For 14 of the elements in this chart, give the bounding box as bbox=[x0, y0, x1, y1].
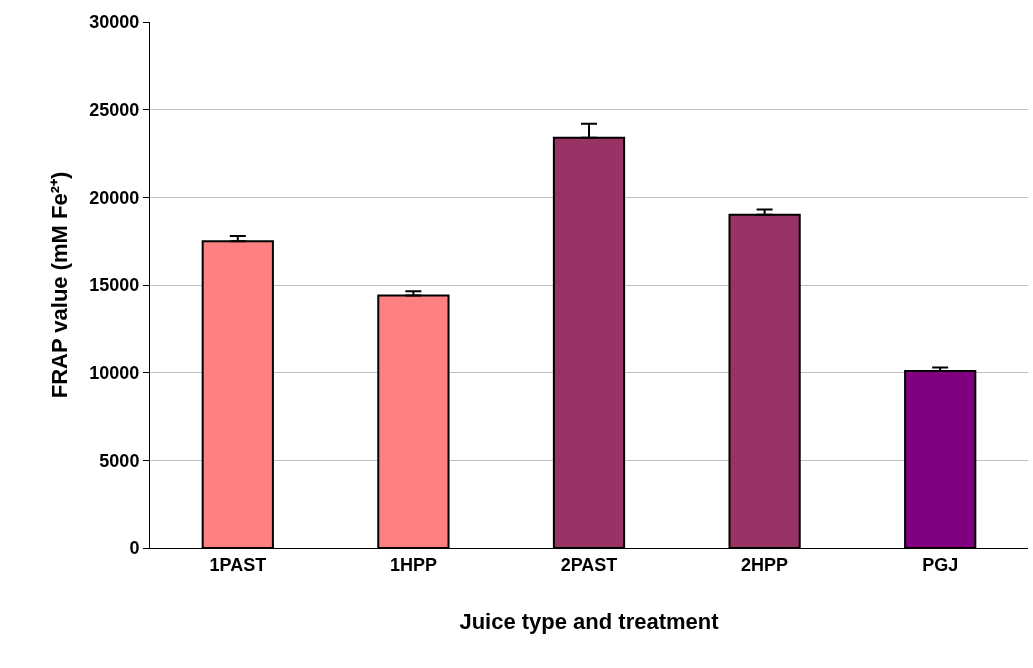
y-tick-label: 30000 bbox=[89, 12, 140, 33]
x-tick-label: 2HPP bbox=[741, 554, 789, 575]
y-tick-label: 15000 bbox=[89, 275, 140, 296]
x-tick-label: 1HPP bbox=[389, 554, 437, 575]
x-axis-title: Juice type and treatment bbox=[459, 609, 720, 635]
x-tick-label: 1PAST bbox=[209, 554, 267, 575]
y-tick-label: 20000 bbox=[89, 187, 140, 208]
x-tick-label: PGJ bbox=[922, 554, 959, 575]
x-tick-label: 2PAST bbox=[560, 554, 618, 575]
y-axis-title: FRAP value (mM Fe²⁺) bbox=[47, 171, 73, 399]
y-tick-label: 25000 bbox=[89, 99, 140, 120]
y-tick-label: 5000 bbox=[99, 450, 140, 471]
y-tick-label: 10000 bbox=[89, 362, 140, 383]
y-tick-label: 0 bbox=[129, 538, 140, 559]
